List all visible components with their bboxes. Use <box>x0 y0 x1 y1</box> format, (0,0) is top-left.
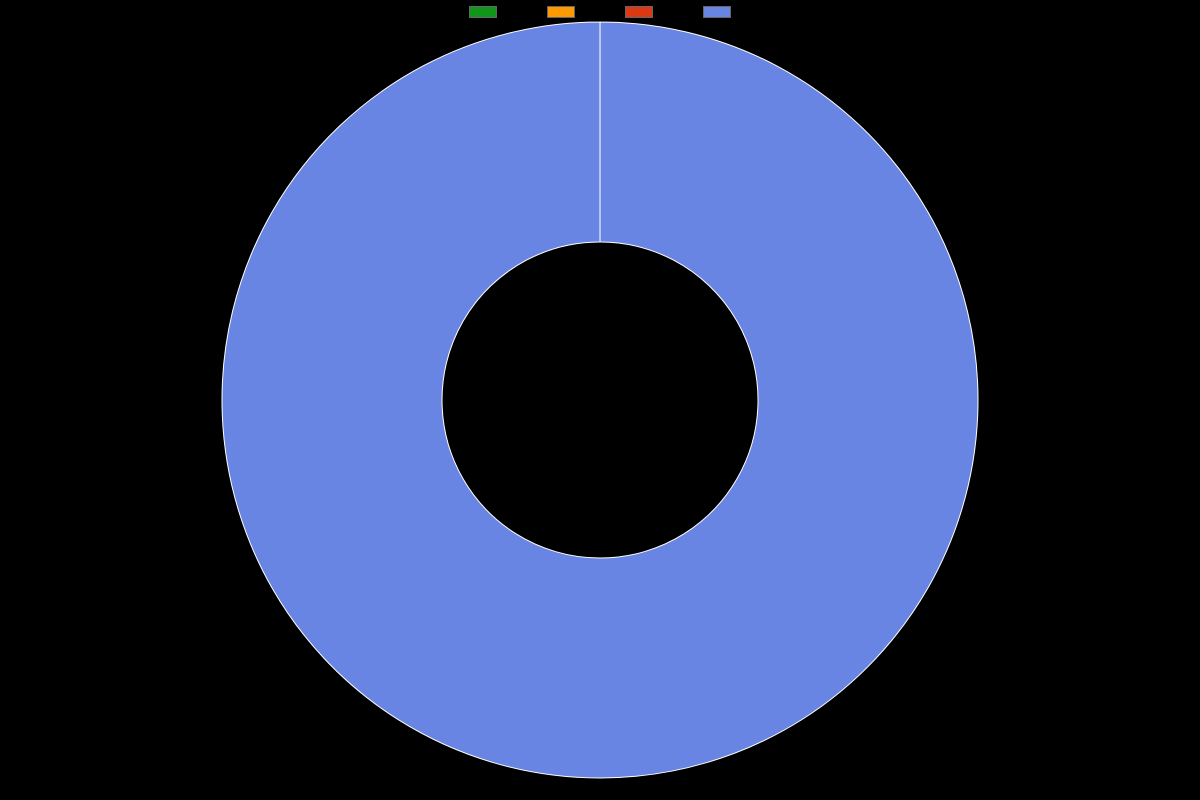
legend-item <box>625 6 653 18</box>
donut-chart-svg <box>220 20 980 780</box>
legend-swatch-icon <box>547 6 575 18</box>
legend-swatch-icon <box>625 6 653 18</box>
legend-item <box>547 6 575 18</box>
legend-item <box>703 6 731 18</box>
donut-chart <box>220 20 980 780</box>
chart-legend <box>469 6 731 18</box>
legend-item <box>469 6 497 18</box>
legend-swatch-icon <box>703 6 731 18</box>
legend-swatch-icon <box>469 6 497 18</box>
